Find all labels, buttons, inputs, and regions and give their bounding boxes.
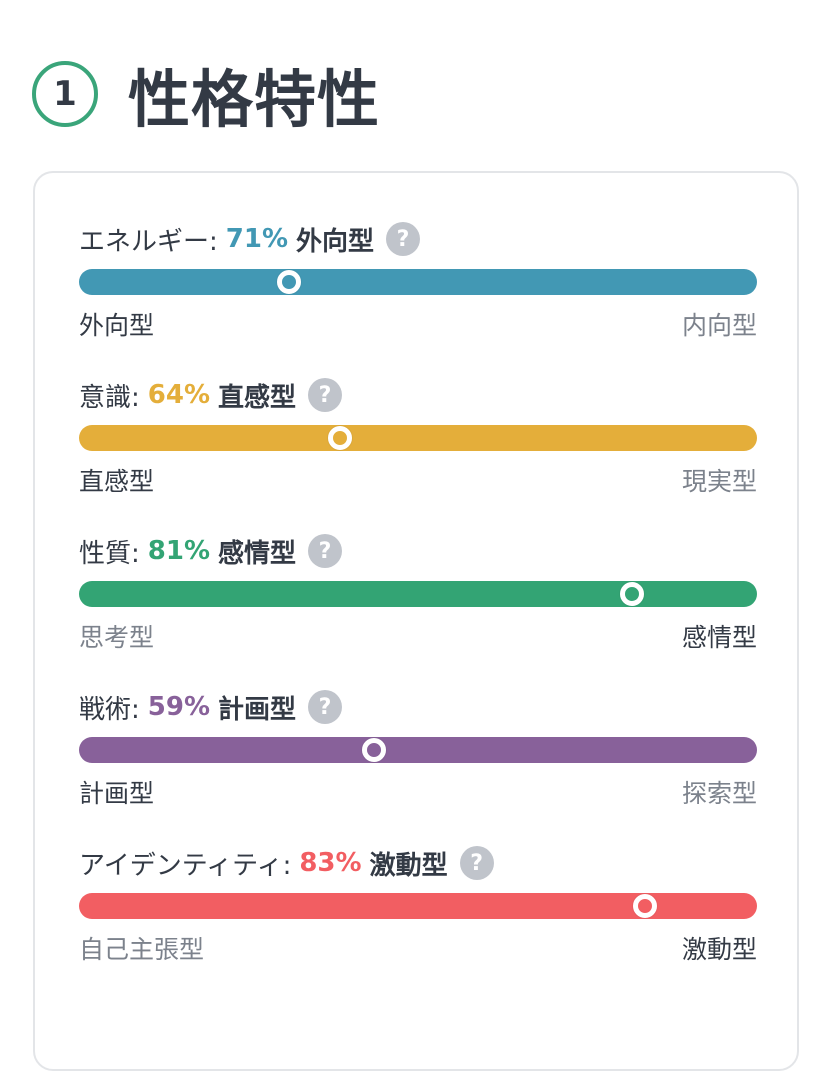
trait-percent: 64% [147, 380, 210, 410]
trait-slider-track [79, 269, 757, 295]
trait-endpoints: 思考型 感情型 [79, 619, 757, 653]
trait-slider-thumb [277, 270, 302, 294]
trait-name: 戦術: [79, 694, 140, 725]
trait-slider-thumb [361, 738, 386, 762]
trait-right-label: 内向型 [681, 311, 757, 340]
trait-name: 意識: [79, 382, 140, 413]
trait-name: アイデンティティ: [79, 850, 292, 881]
trait-endpoints: 自己主張型 激動型 [79, 931, 757, 965]
trait-endpoints: 外向型 内向型 [79, 307, 757, 341]
personality-traits-card: エネルギー: 71% 外向型 ? 外向型 内向型 意識: 64% 直感型 ? 直… [33, 171, 799, 1071]
help-icon[interactable]: ? [308, 690, 343, 724]
trait-percent: 81% [147, 536, 210, 566]
trait-name: 性質: [79, 538, 140, 569]
trait-right-label: 現実型 [681, 467, 757, 496]
trait-tactics: 戦術: 59% 計画型 ? 計画型 探索型 [79, 685, 757, 809]
trait-slider-thumb [328, 426, 353, 450]
trait-endpoints: 計画型 探索型 [79, 775, 757, 809]
help-icon[interactable]: ? [459, 846, 494, 880]
trait-name: エネルギー: [79, 226, 218, 257]
trait-percent: 71% [225, 224, 288, 254]
trait-energy: エネルギー: 71% 外向型 ? 外向型 内向型 [79, 217, 757, 341]
trait-left-label: 外向型 [79, 311, 155, 340]
trait-percent: 59% [147, 692, 210, 722]
trait-type: 激動型 [369, 850, 448, 881]
trait-slider-track [79, 893, 757, 919]
trait-right-label: 探索型 [681, 779, 757, 808]
step-number-badge: 1 [32, 61, 98, 127]
trait-left-label: 直感型 [79, 467, 155, 496]
trait-type: 感情型 [218, 538, 297, 569]
trait-left-label: 思考型 [79, 623, 155, 652]
trait-label: 性質: 81% 感情型 ? [79, 529, 757, 573]
section-header: 1 性格特性 [32, 56, 380, 136]
trait-identity: アイデンティティ: 83% 激動型 ? 自己主張型 激動型 [79, 841, 757, 965]
trait-label: 戦術: 59% 計画型 ? [79, 685, 757, 729]
trait-label: アイデンティティ: 83% 激動型 ? [79, 841, 757, 885]
trait-type: 外向型 [296, 226, 375, 257]
help-icon[interactable]: ? [386, 222, 421, 256]
trait-slider-track [79, 425, 757, 451]
trait-right-label: 激動型 [681, 935, 757, 964]
trait-slider-track [79, 737, 757, 763]
trait-mind: 意識: 64% 直感型 ? 直感型 現実型 [79, 373, 757, 497]
trait-slider-thumb [633, 894, 658, 918]
trait-endpoints: 直感型 現実型 [79, 463, 757, 497]
trait-right-label: 感情型 [681, 623, 757, 652]
trait-type: 計画型 [218, 694, 297, 725]
trait-slider-thumb [619, 582, 644, 606]
trait-left-label: 計画型 [79, 779, 155, 808]
trait-left-label: 自己主張型 [79, 935, 205, 964]
trait-slider-track [79, 581, 757, 607]
trait-label: エネルギー: 71% 外向型 ? [79, 217, 757, 261]
trait-label: 意識: 64% 直感型 ? [79, 373, 757, 417]
trait-percent: 83% [299, 848, 362, 878]
help-icon[interactable]: ? [308, 378, 343, 412]
trait-type: 直感型 [218, 382, 297, 413]
page-title: 性格特性 [128, 63, 381, 136]
trait-nature: 性質: 81% 感情型 ? 思考型 感情型 [79, 529, 757, 653]
help-icon[interactable]: ? [308, 534, 343, 568]
